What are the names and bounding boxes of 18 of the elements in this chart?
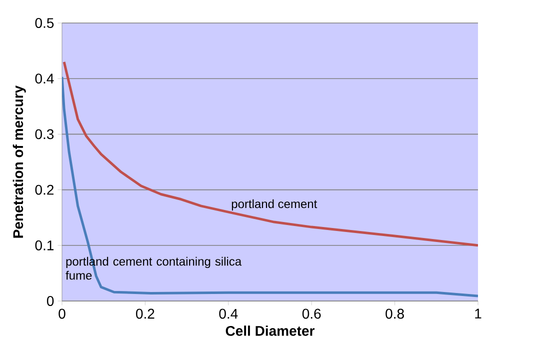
y-tick-label: 0.5 <box>35 18 54 28</box>
series-label: portland cement containing silica fume <box>66 256 242 280</box>
x-tick-label: 0.6 <box>302 308 321 319</box>
y-tick-label: 0 <box>46 296 54 306</box>
x-tick-label: 0 <box>58 308 66 319</box>
x-tick-label: 0.4 <box>219 308 238 319</box>
line-series <box>62 60 478 247</box>
x-axis-title: Cell Diameter <box>226 326 315 336</box>
y-tick-label: 0.3 <box>35 129 54 140</box>
y-axis-title: Penetration of mercury <box>12 85 26 238</box>
y-tick-label: 0.1 <box>35 240 54 250</box>
x-tick-label: 1 <box>475 308 482 318</box>
line-series <box>62 76 478 298</box>
x-tick-label: 0.8 <box>386 308 404 319</box>
series-label: portland cement <box>232 199 318 211</box>
y-tick-label: 0.4 <box>35 74 54 84</box>
y-tick-label: 0.2 <box>35 184 54 195</box>
x-tick-label: 0.2 <box>136 308 154 319</box>
